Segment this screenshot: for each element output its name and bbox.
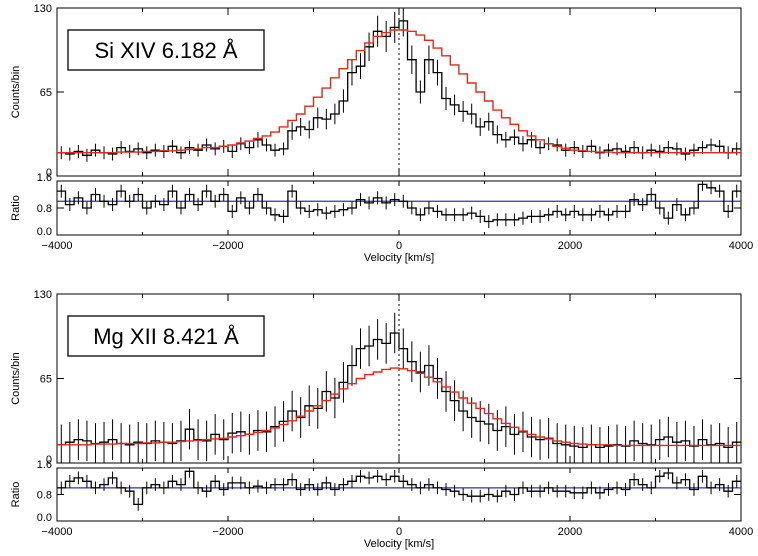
si-xiv-counts-panel: 0 65 130 Counts/bin Si XIV 6.182 Å	[10, 3, 742, 179]
y-tick-label: 65	[40, 87, 52, 99]
x-tick-label: 2000	[558, 526, 582, 538]
ratio-histogram	[57, 183, 741, 223]
mg-xii-counts-panel: 0 65 130 Counts/bin Mg XII 8.421 Å	[10, 289, 742, 466]
x-axis-label: Velocity [km/s]	[364, 538, 434, 550]
x-tick-label: 2000	[558, 240, 582, 252]
y-tick-label: 0.0	[37, 226, 52, 238]
y-axis-label: Ratio	[10, 482, 22, 508]
y-tick-label: 65	[40, 374, 52, 386]
y-tick-label: 130	[34, 3, 52, 15]
y-axis-label: Ratio	[10, 195, 22, 221]
y-tick-label: 0.8	[37, 203, 52, 215]
mg-xii-ratio-panel: 0.0 0.8 1.6 Ratio −4000 −2000 0 2000 4000 Velocit…	[10, 459, 753, 550]
line-label-box	[67, 315, 265, 357]
x-tick-label: 0	[396, 240, 402, 252]
y-tick-label: 130	[34, 289, 52, 301]
line-label: Si XIV 6.182 Å	[94, 38, 237, 63]
y-tick-label: 0	[46, 167, 52, 179]
model-histogram	[57, 29, 741, 154]
plot-frame	[56, 180, 742, 236]
si-xiv-ratio-panel: 0.0 0.8 1.6 Ratio −4000 −2000 0 2000 4000 Velocit…	[10, 172, 753, 264]
y-tick-label: 1.6	[37, 459, 52, 471]
y-axis-label: Counts/bin	[10, 66, 22, 119]
y-tick-label: 0.0	[37, 512, 52, 524]
y-tick-label: 0.8	[37, 490, 52, 502]
x-tick-label: −4000	[42, 526, 73, 538]
line-label-box	[67, 29, 265, 71]
x-tick-label: 4000	[729, 240, 753, 252]
x-tick-label: −4000	[42, 240, 73, 252]
x-tick-label: −2000	[213, 526, 244, 538]
y-tick-label: 0	[46, 454, 52, 466]
model-histogram	[57, 367, 741, 447]
y-tick-label: 1.6	[37, 172, 52, 184]
x-tick-label: 4000	[729, 526, 753, 538]
x-tick-label: 0	[396, 526, 402, 538]
y-axis-label: Counts/bin	[10, 352, 22, 405]
line-label: Mg XII 8.421 Å	[93, 324, 239, 349]
x-axis-label: Velocity [km/s]	[364, 252, 434, 264]
x-tick-label: −2000	[213, 240, 244, 252]
